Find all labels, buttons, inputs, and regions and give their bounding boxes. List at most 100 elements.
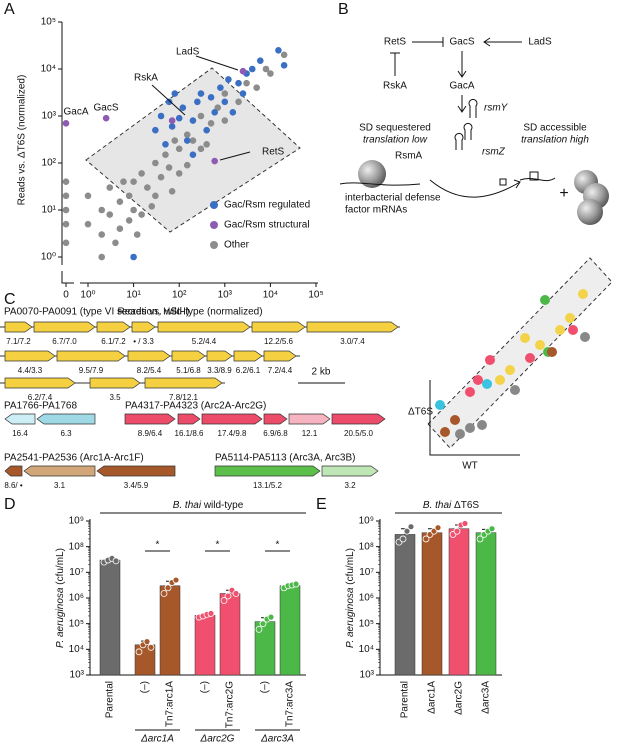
- ribosome: [577, 199, 603, 225]
- y-axis-label-species: P. aeruginosa: [345, 587, 356, 648]
- group-label: Δarc2G: [200, 734, 235, 745]
- arrow: [429, 179, 521, 198]
- gene-label: 9.5/7.9: [79, 366, 104, 375]
- point: [144, 184, 151, 191]
- arrow: [390, 37, 522, 113]
- annotation: GacA: [63, 107, 88, 118]
- gene-label: 6.3: [60, 429, 72, 438]
- point: [152, 192, 159, 200]
- point: [280, 51, 288, 59]
- gene-label: 6.7/7.0: [52, 337, 77, 346]
- gene: [157, 321, 251, 333]
- scale-label: 2 kb: [312, 367, 331, 378]
- gene: [127, 350, 171, 362]
- gene-label: 3.1: [54, 481, 66, 490]
- chart-title: B. thai wild-type: [173, 500, 244, 511]
- point: [62, 119, 70, 127]
- point: [147, 643, 155, 651]
- panel-label: C: [4, 291, 16, 308]
- node: RetS: [384, 37, 407, 48]
- axis-label: WT: [462, 461, 478, 472]
- point: [162, 140, 169, 148]
- panel-label: B: [338, 1, 349, 18]
- point: [207, 119, 215, 127]
- point: [399, 535, 407, 543]
- point: [84, 220, 92, 228]
- point: [62, 178, 70, 186]
- rna: [499, 171, 556, 186]
- panel-label: E: [316, 496, 327, 513]
- legend-swatch: [210, 221, 218, 229]
- annotation: LadS: [176, 47, 200, 58]
- point: [229, 108, 237, 116]
- x-tick-label: 10²: [172, 290, 187, 301]
- y-axis-label-species: P. aeruginosa: [55, 587, 66, 648]
- group-label: Δarc1A: [140, 734, 174, 745]
- point: [232, 590, 240, 597]
- gene-label: 7.1/7.2: [6, 337, 31, 346]
- point: [189, 117, 197, 124]
- point: [235, 79, 242, 87]
- point: [217, 84, 224, 92]
- gene-label: 8.6/ •: [4, 481, 23, 490]
- point: [148, 202, 156, 210]
- axis-label: ΔT6S: [408, 407, 433, 418]
- point: [102, 114, 110, 122]
- point: [168, 187, 176, 195]
- gene: [177, 413, 201, 425]
- inset-scatter: ΔT6S WT: [408, 257, 613, 472]
- y-tick-label: 10³: [42, 111, 57, 122]
- point: [175, 145, 183, 153]
- point: [262, 65, 270, 73]
- x-tick-label: Parental: [400, 681, 411, 718]
- point: [207, 610, 215, 617]
- gene: [206, 350, 233, 362]
- ribosome: [358, 160, 386, 188]
- y-axis-label-unit: (cfu/mL): [345, 548, 356, 587]
- gene-label: 5.2/4.4: [192, 337, 217, 346]
- gene-label: 6.1/7.2: [101, 337, 126, 346]
- point: [162, 151, 169, 159]
- point: [197, 90, 205, 97]
- point: [197, 112, 205, 120]
- legend-swatch: [210, 201, 218, 209]
- point: [211, 157, 218, 165]
- gene-label: 6.2/7.4: [28, 393, 53, 402]
- point: [84, 192, 92, 200]
- point: [255, 625, 263, 633]
- y-tick-label: 10⁹: [359, 516, 374, 527]
- node: GacS: [449, 37, 474, 48]
- point: [98, 206, 106, 214]
- point: [224, 592, 232, 600]
- y-axis-label: P. aeruginosa (cfu/mL): [55, 548, 66, 648]
- gene: [96, 321, 131, 333]
- x-tick-label: Tn7:arc2G: [225, 681, 236, 728]
- x-tick-label: (–): [140, 681, 151, 693]
- y-axis-label: P. aeruginosa (cfu/mL): [345, 548, 356, 648]
- point: [164, 584, 172, 592]
- y-tick-label: 10⁸: [359, 541, 374, 552]
- point: [189, 151, 197, 159]
- gene: [23, 465, 96, 477]
- point: [143, 638, 151, 646]
- group-label: Δarc3A: [260, 734, 294, 745]
- point: [225, 76, 232, 83]
- gene-label: 12.2/5.6: [264, 337, 293, 346]
- y-tick-label: 10⁷: [69, 567, 84, 578]
- gene-label: 3.4/5.9: [124, 481, 149, 490]
- gene: [89, 377, 141, 389]
- point: [130, 206, 137, 214]
- gene: [33, 321, 96, 333]
- annotation: RetS: [262, 147, 285, 158]
- leader-line: [151, 84, 186, 116]
- gene-label: 3.2: [344, 481, 356, 490]
- point: [407, 523, 415, 531]
- bar: [99, 559, 121, 676]
- point: [62, 192, 70, 200]
- gene: [171, 350, 206, 362]
- point: [403, 527, 411, 535]
- point: [207, 93, 215, 101]
- point: [62, 220, 70, 228]
- cluster-title: PA1766-PA1768: [4, 401, 77, 412]
